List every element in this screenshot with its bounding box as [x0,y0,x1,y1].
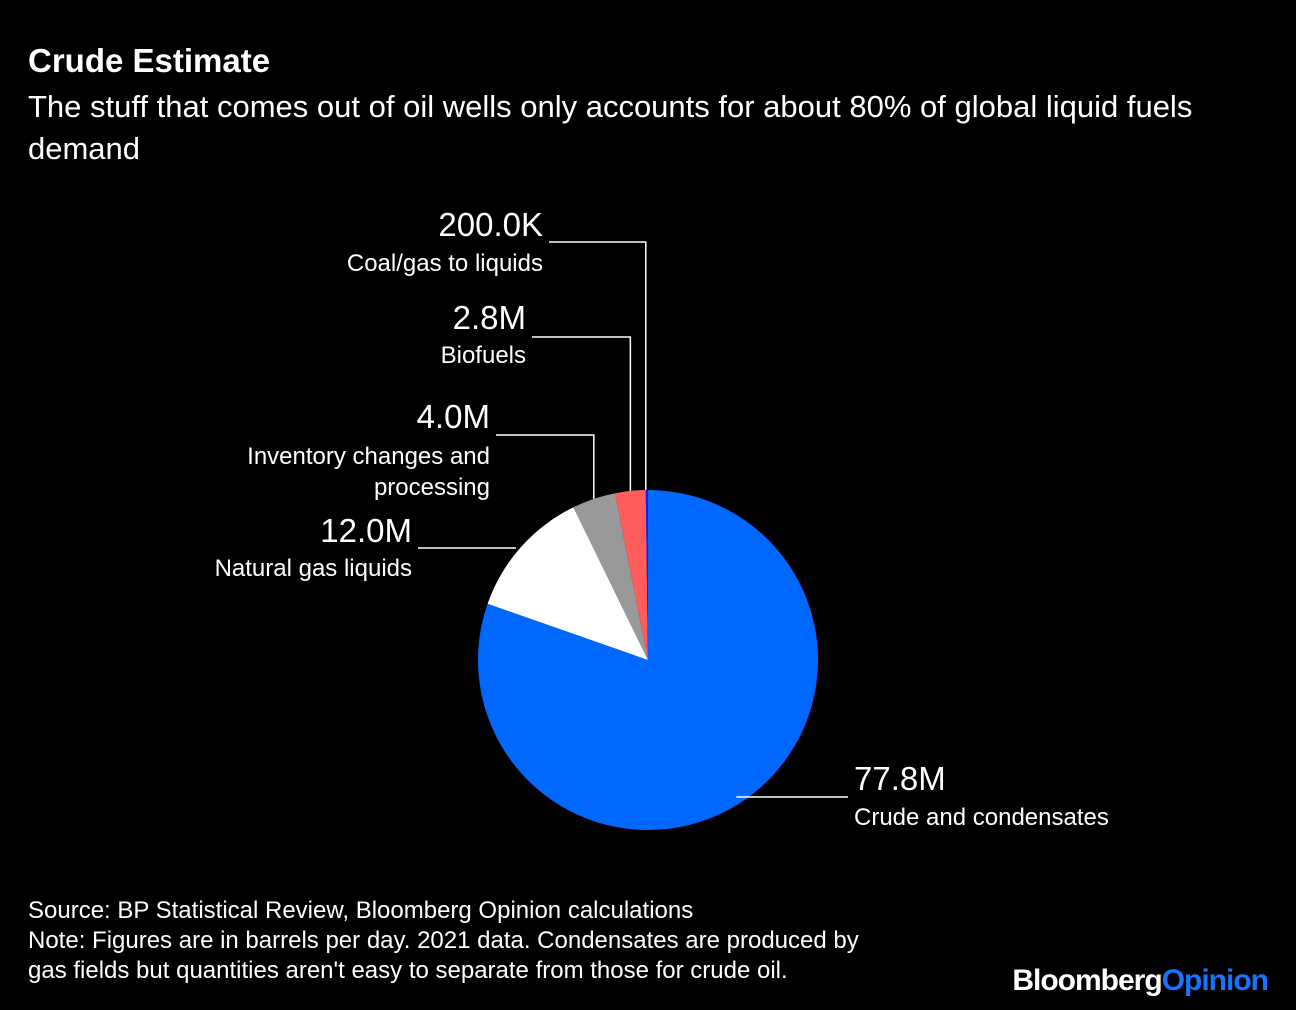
category-label-coal-gas-to-liquids: Coal/gas to liquids [347,250,543,277]
leader-line-biofuels [532,336,632,491]
category-label-inventory-changes-and-processing-line-2: processing [374,474,490,501]
bloomberg-opinion-logo: BloombergOpinion [1012,964,1269,998]
footer: Source: BP Statistical Review, Bloomberg… [28,896,859,986]
note-line-2: gas fields but quantities aren't easy to… [28,957,788,984]
logo-opinion: Opinion [1161,964,1269,997]
note-line-1: Note: Figures are in barrels per day. 20… [28,927,859,954]
value-label-natural-gas-liquids: 12.0M [320,512,412,549]
value-label-coal-gas-to-liquids: 200.0K [438,206,543,243]
slice-biofuels [615,490,648,660]
category-label-natural-gas-liquids: Natural gas liquids [215,555,412,582]
value-label-inventory-changes-and-processing: 4.0M [417,398,490,435]
category-label-inventory-changes-and-processing-line-1: Inventory changes and [247,443,490,470]
leader-line-coal-gas-to-liquids [549,241,647,491]
slice-inventory-changes-and-processing [573,493,648,660]
slice-natural-gas-liquids [487,507,648,660]
category-label-biofuels: Biofuels [441,342,526,369]
value-label-biofuels: 2.8M [453,299,526,336]
leader-line-inventory-changes-and-processing [496,434,595,499]
slice-coal-gas-to-liquids [645,490,648,660]
logo-bloomberg: Bloomberg [1012,964,1162,997]
source-note: Source: BP Statistical Review, Bloomberg… [28,897,694,924]
value-label-crude-and-condensates: 77.8M [854,760,946,797]
chart-title: Crude Estimate [28,42,271,79]
category-label-crude-and-condensates: Crude and condensates [854,804,1109,831]
chart-subtitle: The stuff that comes out of oil wells on… [28,89,1193,166]
